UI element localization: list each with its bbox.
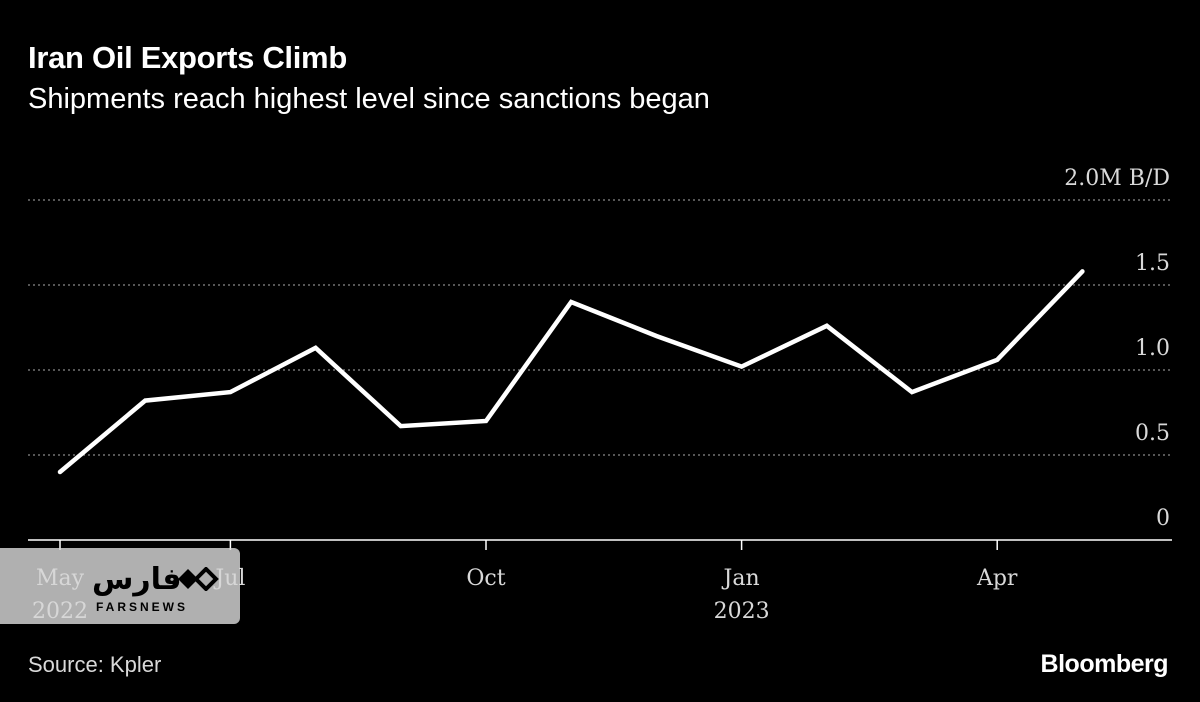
y-tick-label: 2.0M B/D [1064, 166, 1170, 191]
gridlines [28, 199, 1172, 456]
chart-title: Iran Oil Exports Climb [28, 40, 347, 75]
series [57, 269, 1085, 475]
x-tick-label: Apr [976, 566, 1018, 591]
y-tick-label: 1.5 [1135, 251, 1170, 276]
farsnews-watermark [0, 548, 240, 624]
y-tick-label: 1.0 [1135, 336, 1170, 361]
series-line [57, 269, 1085, 475]
y-tick-label: 0.5 [1135, 421, 1170, 446]
x-tick-year-label: 2023 [714, 599, 770, 624]
y-tick-label: 0 [1156, 506, 1170, 531]
chart-subtitle: Shipments reach highest level since sanc… [28, 83, 710, 115]
y-axis-ticks: 0 0.5 1.0 1.5 2.0M B/D [1064, 166, 1170, 531]
x-tick-label: Oct [466, 566, 505, 591]
farsnews-logo-icon [178, 567, 219, 591]
source-note: Source: Kpler [28, 652, 162, 677]
watermark-persian-text: فارس [92, 562, 182, 597]
watermark-latin-text: FARSNEWS [96, 600, 189, 614]
bloomberg-logo: Bloomberg [1040, 650, 1169, 678]
x-tick-label: Jan [722, 566, 760, 591]
